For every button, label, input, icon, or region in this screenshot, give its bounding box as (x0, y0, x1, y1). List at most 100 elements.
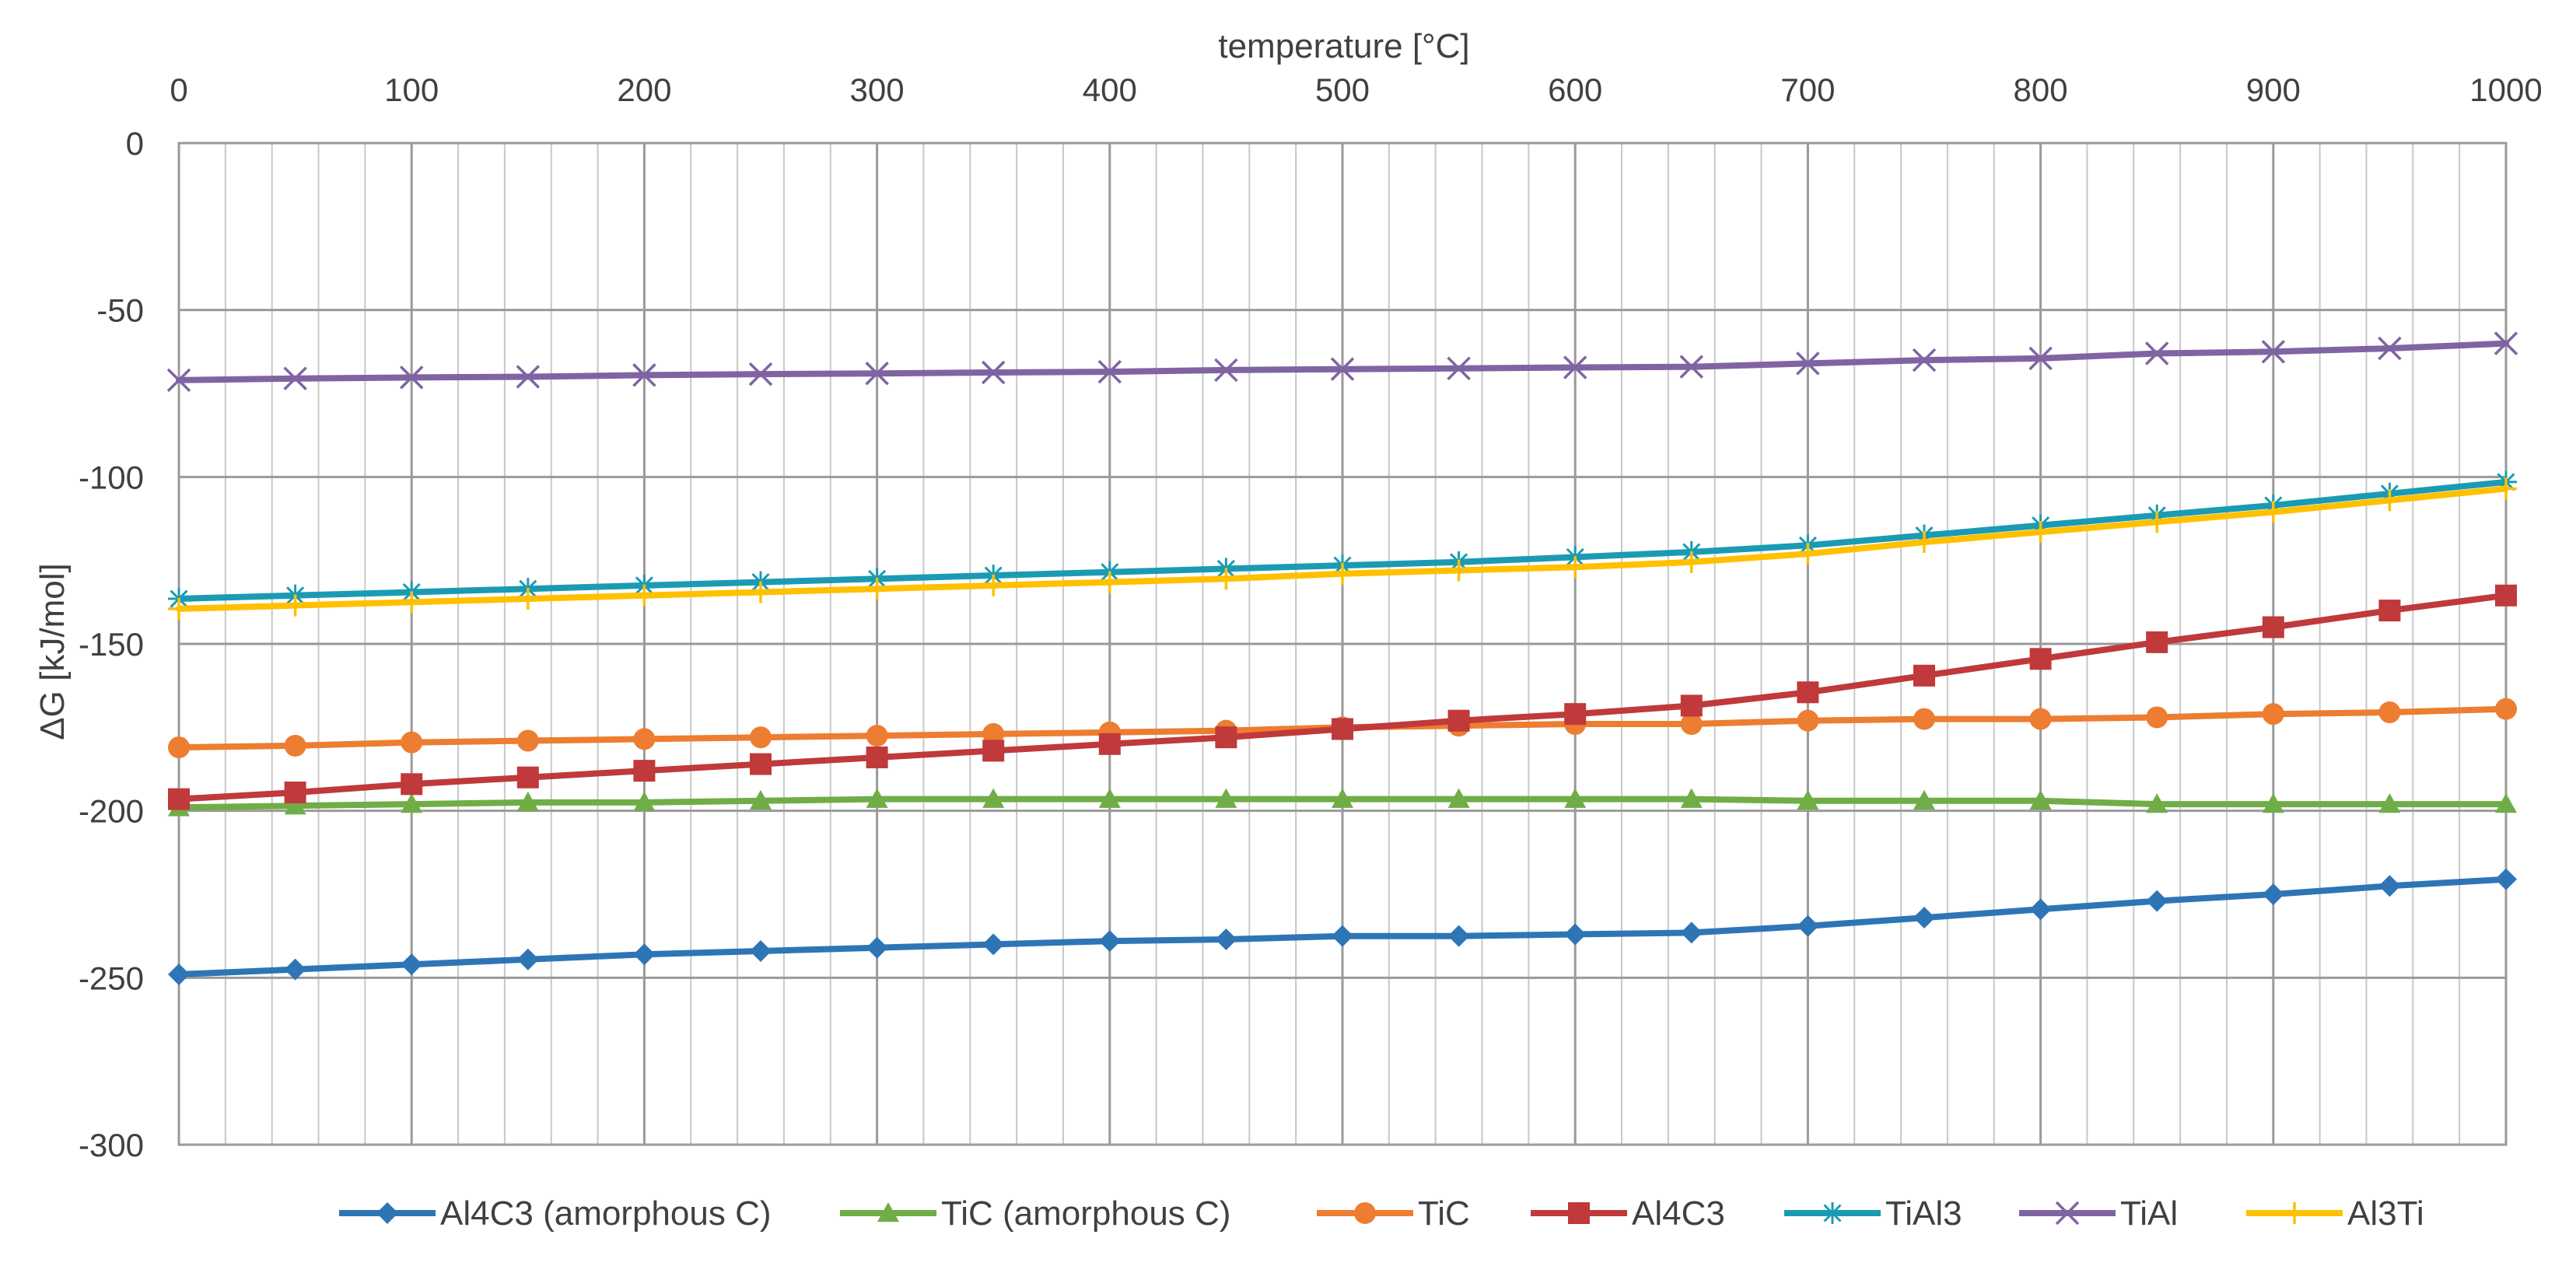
data-point (982, 740, 1005, 762)
data-point (2378, 701, 2401, 724)
data-point (2144, 341, 2169, 365)
data-point (2495, 698, 2517, 720)
data-point (982, 933, 1005, 956)
data-point (2262, 703, 2284, 726)
data-point (2378, 489, 2401, 512)
data-point (2028, 346, 2053, 371)
data-point (1564, 788, 1587, 808)
data-point (1215, 788, 1237, 808)
data-point (1214, 358, 1238, 383)
data-point (1680, 788, 1703, 808)
data-point (1797, 681, 1819, 704)
tick-labels: 0 100 200 300 400 500 600 700 800 900 1000 0 -50 -100… (79, 72, 2543, 1163)
legend-label: Al4C3 (1632, 1194, 1725, 1233)
legend-label: TiAl3 (1885, 1194, 1962, 1233)
data-point (1447, 709, 1470, 732)
data-point (1913, 708, 1935, 730)
data-point (1447, 559, 1470, 582)
data-point (1913, 789, 1935, 810)
series-tial (166, 331, 2518, 393)
data-point (981, 360, 1006, 385)
data-point (2495, 477, 2517, 500)
y-tick-label: -300 (79, 1127, 144, 1163)
data-point (284, 782, 306, 804)
x-tick-label: 100 (384, 72, 439, 108)
data-point (1098, 571, 1121, 593)
data-point (284, 958, 306, 981)
data-point (2146, 706, 2168, 729)
legend-item: TiAl3 (1784, 1194, 1962, 1233)
data-point (2146, 890, 2168, 912)
data-point (516, 365, 541, 389)
legend-label: TiAl (2120, 1194, 2178, 1233)
data-point (2262, 501, 2284, 523)
data-point (866, 788, 888, 808)
y-tick-label: -100 (79, 459, 144, 495)
data-point (2146, 631, 2168, 653)
legend-marker (1822, 1202, 1843, 1224)
data-point (1215, 726, 1237, 749)
data-point (284, 795, 306, 815)
data-point (401, 773, 423, 796)
x-tick-label: 300 (850, 72, 905, 108)
data-point (1913, 664, 1935, 687)
data-point (632, 363, 656, 387)
data-point (748, 362, 773, 386)
x-tick-label: 400 (1083, 72, 1137, 108)
data-point (401, 591, 423, 614)
data-point (168, 736, 190, 759)
data-point (866, 725, 888, 747)
legend-item: Al4C3 (amorphous C) (339, 1194, 772, 1233)
marker-stroke (1822, 1202, 1843, 1224)
x-axis-title: temperature [°C] (1218, 27, 1469, 65)
y-tick-label: -150 (79, 626, 144, 663)
data-point (1796, 351, 1820, 376)
data-point (1332, 562, 1353, 585)
data-point (166, 368, 191, 393)
data-point (1913, 531, 1935, 554)
data-point (2261, 340, 2286, 364)
x-tick-label: 700 (1780, 72, 1835, 108)
data-point (1564, 923, 1587, 946)
data-point (866, 578, 888, 600)
data-point (168, 597, 190, 620)
data-point (633, 728, 656, 750)
data-point (2262, 793, 2284, 813)
data-point (750, 581, 772, 603)
data-point (1330, 357, 1355, 381)
legend-label: Al3Ti (2347, 1194, 2424, 1233)
data-point (1098, 788, 1121, 808)
data-point (2029, 789, 2052, 810)
series-al4c3-amorphous-c (168, 868, 2517, 986)
data-point (1797, 709, 1819, 732)
data-point (2495, 584, 2517, 607)
legend-marker (2284, 1202, 2305, 1224)
x-tick-label: 900 (2246, 72, 2301, 108)
data-point (982, 574, 1005, 596)
data-point (283, 366, 307, 390)
data-point (1332, 925, 1353, 947)
legend-marker (2055, 1201, 2080, 1226)
data-point (1215, 928, 1237, 950)
legend-item: Al4C3 (1531, 1194, 1725, 1233)
y-tick-label: -50 (96, 292, 144, 329)
data-point (2378, 875, 2401, 897)
data-point (399, 365, 424, 390)
data-point (516, 588, 539, 610)
data-point (1912, 348, 1937, 372)
data-point (1797, 915, 1819, 937)
legend-item: TiC (1317, 1194, 1470, 1233)
data-point (2029, 521, 2052, 544)
data-point (2262, 883, 2284, 905)
legend-marker (877, 1202, 899, 1222)
data-point (168, 788, 190, 810)
legend-item: Al3Ti (2246, 1194, 2424, 1233)
legend-marker (376, 1202, 398, 1224)
legend-marker (1568, 1202, 1590, 1224)
data-point (1098, 930, 1121, 953)
data-point (516, 948, 539, 970)
series-group (166, 331, 2518, 986)
data-point (1097, 359, 1122, 384)
